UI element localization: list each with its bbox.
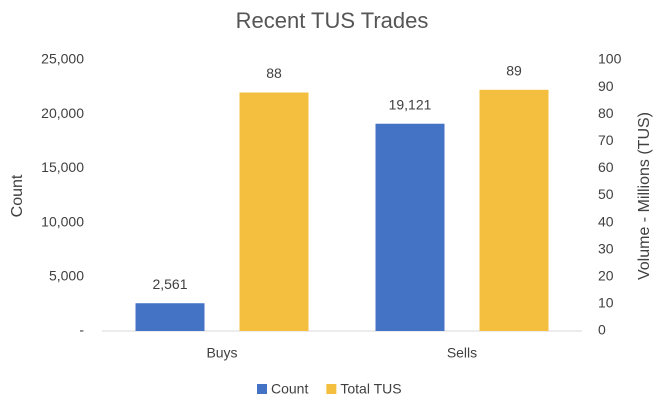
bar (479, 89, 549, 331)
bar (375, 123, 445, 331)
legend-swatch (257, 384, 267, 394)
y2-tick-label: 90 (598, 78, 614, 94)
y-tick-label: 5,000 (49, 268, 84, 284)
chart-title: Recent TUS Trades (236, 8, 429, 33)
y-tick-label: 20,000 (41, 105, 84, 121)
y2-tick-label: 100 (598, 51, 622, 67)
x-tick-label: Buys (206, 345, 237, 361)
legend-swatch (326, 384, 337, 394)
y2-tick-label: 80 (598, 105, 614, 121)
y2-tick-label: 70 (598, 132, 614, 148)
y-tick-label: 10,000 (41, 213, 84, 229)
data-label: 2,561 (152, 276, 187, 292)
y2-tick-label: 40 (598, 213, 614, 229)
bar (239, 92, 309, 332)
y2-tick-label: 20 (598, 268, 614, 284)
y-tick-label: - (79, 322, 84, 338)
y2-axis-label: Volume - Millions (TUS) (636, 112, 653, 280)
y2-tick-label: 50 (598, 186, 614, 202)
data-label: 88 (266, 65, 282, 81)
y2-tick-label: 30 (598, 240, 614, 256)
data-label: 89 (506, 63, 522, 79)
y2-tick-label: 0 (598, 322, 606, 338)
legend-label: Total TUS (340, 381, 401, 397)
data-label: 19,121 (389, 96, 432, 112)
y2-tick-label: 60 (598, 159, 614, 175)
y-tick-label: 15,000 (41, 159, 84, 175)
y-axis-label: Count (9, 174, 26, 217)
legend-label: Count (271, 381, 308, 397)
y2-tick-label: 10 (598, 295, 614, 311)
bar (135, 303, 205, 331)
y-tick-label: 25,000 (41, 51, 84, 67)
x-tick-label: Sells (447, 345, 477, 361)
